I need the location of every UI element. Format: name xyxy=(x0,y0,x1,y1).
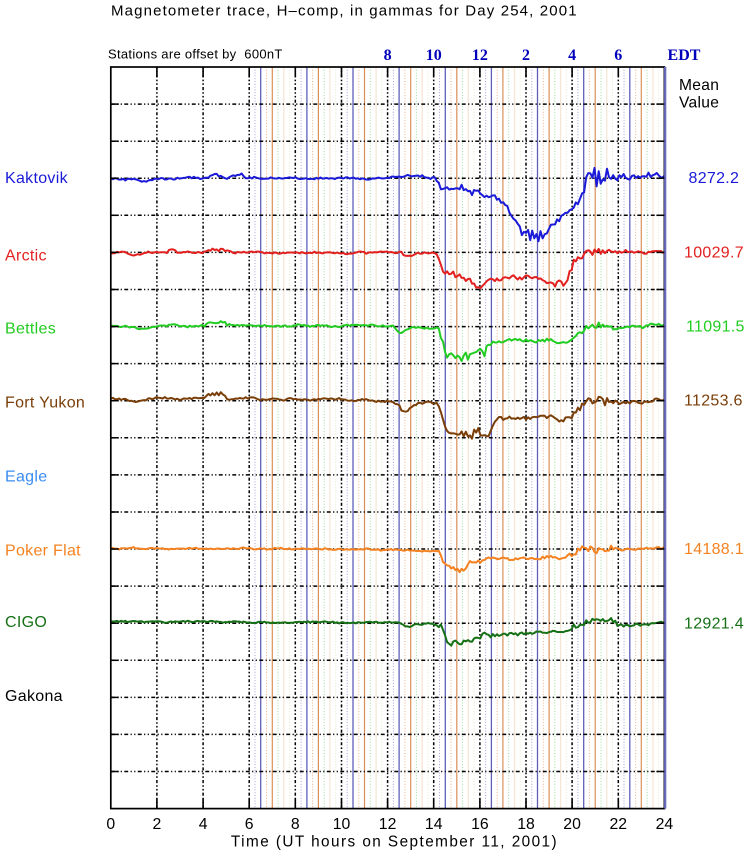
svg-text:6: 6 xyxy=(245,816,254,833)
svg-text:20: 20 xyxy=(563,816,581,833)
svg-text:8272.2: 8272.2 xyxy=(689,170,740,187)
svg-text:11091.5: 11091.5 xyxy=(686,319,745,336)
svg-text:12: 12 xyxy=(379,816,397,833)
svg-text:2: 2 xyxy=(522,47,530,64)
svg-text:12921.4: 12921.4 xyxy=(684,615,744,632)
svg-text:4: 4 xyxy=(568,47,576,64)
svg-text:Stations are offset by 600nT: Stations are offset by 600nT xyxy=(108,47,283,62)
svg-text:Gakona: Gakona xyxy=(5,688,63,705)
svg-text:Magnetometer trace, H–comp, in: Magnetometer trace, H–comp, in gammas fo… xyxy=(111,3,578,20)
svg-text:14: 14 xyxy=(425,816,443,833)
svg-text:Time (UT hours on September 11: Time (UT hours on September 11, 2001) xyxy=(231,834,558,851)
svg-text:8: 8 xyxy=(384,47,392,64)
svg-text:8: 8 xyxy=(291,816,300,833)
svg-text:2: 2 xyxy=(153,816,162,833)
svg-text:11253.6: 11253.6 xyxy=(684,393,743,410)
svg-text:10029.7: 10029.7 xyxy=(684,244,744,261)
svg-text:Poker Flat: Poker Flat xyxy=(5,542,81,559)
svg-text:24: 24 xyxy=(656,816,674,833)
svg-text:4: 4 xyxy=(199,816,208,833)
svg-text:10: 10 xyxy=(426,47,442,64)
svg-text:Kaktovik: Kaktovik xyxy=(5,170,69,187)
svg-text:14188.1: 14188.1 xyxy=(684,541,744,558)
svg-text:EDT: EDT xyxy=(668,47,701,64)
svg-text:Arctic: Arctic xyxy=(5,247,47,264)
svg-text:CIGO: CIGO xyxy=(5,614,47,631)
svg-text:6: 6 xyxy=(614,47,622,64)
svg-text:Mean: Mean xyxy=(679,77,719,94)
svg-text:Value: Value xyxy=(679,95,719,112)
svg-text:18: 18 xyxy=(517,816,535,833)
svg-text:16: 16 xyxy=(471,816,489,833)
svg-text:Eagle: Eagle xyxy=(5,468,47,485)
svg-text:22: 22 xyxy=(610,816,628,833)
svg-text:Bettles: Bettles xyxy=(5,320,56,337)
svg-text:0: 0 xyxy=(106,816,115,833)
svg-text:12: 12 xyxy=(472,47,488,64)
svg-text:10: 10 xyxy=(333,816,351,833)
svg-text:Fort Yukon: Fort Yukon xyxy=(5,394,85,411)
